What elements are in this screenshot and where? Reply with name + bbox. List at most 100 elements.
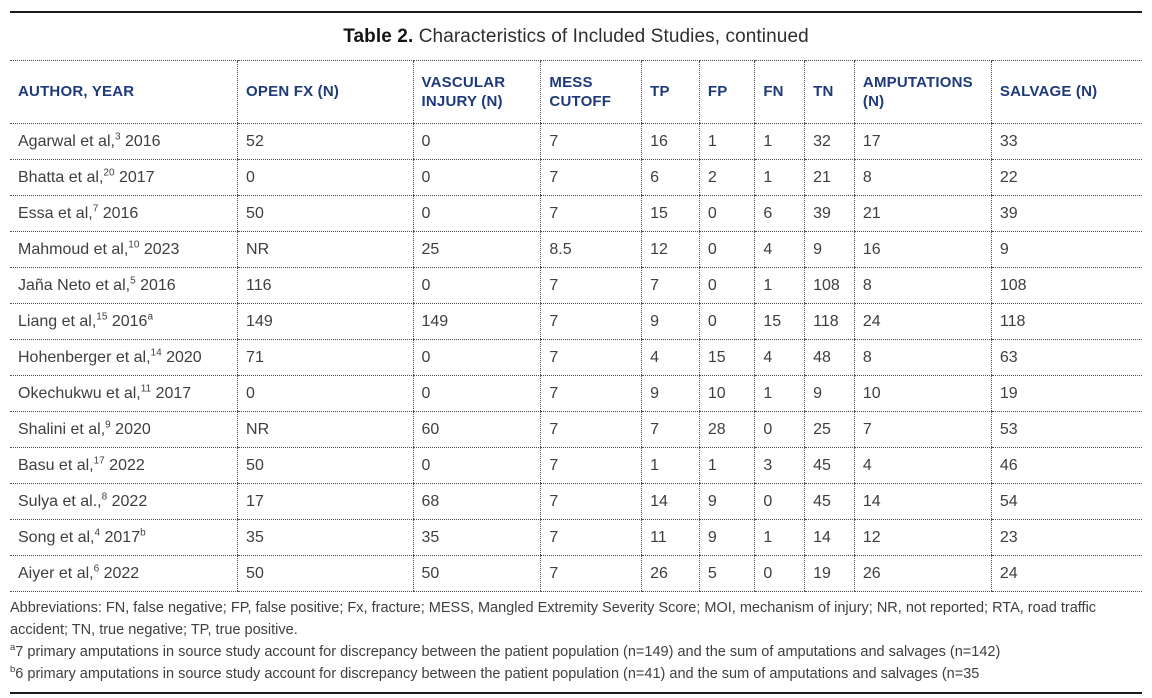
cell-amputations: 12 [853,519,992,556]
author-text: 2020 [161,348,202,366]
cell-vascular-injury: 149 [412,303,541,340]
author-text: Jaña Neto et al, [18,276,131,294]
cell-tp: 6 [641,159,700,196]
top-rule [10,11,1142,13]
author-superscript: 7 [92,203,99,215]
cell-salvage: 118 [990,303,1142,340]
cell-vascular-injury: 0 [412,159,541,196]
cell-vascular-injury: 0 [412,123,541,160]
cell-author-year: Song et al,4 2017b [10,519,238,556]
author-superscript: 11 [140,383,152,395]
cell-tn: 108 [804,267,855,304]
column-header-amputations: AMPUTATIONS (N) [853,60,992,124]
cell-author-year: Jaña Neto et al,5 2016 [10,267,238,304]
cell-vascular-injury: 0 [412,195,541,232]
cell-tp: 1 [641,447,700,484]
cell-salvage: 108 [990,267,1142,304]
cell-amputations: 7 [853,411,992,448]
cell-open-fx: 50 [237,447,413,484]
author-text: Mahmoud et al, [18,240,129,258]
author-text: Aiyer et al, [18,564,94,582]
table-row: Aiyer et al,6 2022 50 50 7 26 5 0 19 26 24 [10,555,1142,592]
author-text: Sulya et al., [18,492,102,510]
cell-fn: 0 [754,483,805,520]
author-superscript: 5 [130,275,136,287]
cell-fp: 5 [698,555,755,592]
cell-open-fx: NR [237,411,413,448]
cell-salvage: 39 [990,195,1142,232]
cell-salvage: 63 [990,339,1142,376]
author-text: 2022 [107,492,148,510]
cell-tp: 15 [641,195,700,232]
cell-vascular-injury: 0 [412,447,541,484]
cell-tp: 12 [641,231,700,268]
cell-mess-cutoff: 7 [540,375,642,412]
author-superscript: 6 [93,563,100,575]
cell-salvage: 19 [990,375,1142,412]
author-text: 2017 [100,528,141,546]
cell-fp: 28 [698,411,755,448]
cell-open-fx: 17 [237,483,413,520]
cell-fp: 0 [698,303,755,340]
author-text: 2016 [107,312,148,330]
cell-open-fx: NR [237,231,413,268]
table-row: Essa et al,7 2016 50 0 7 15 0 6 39 21 39 [10,195,1142,232]
author-text: Okechukwu et al, [18,384,141,402]
cell-fn: 1 [754,159,805,196]
cell-vascular-injury: 35 [412,519,541,556]
cell-tn: 21 [804,159,855,196]
cell-mess-cutoff: 7 [540,303,642,340]
paper-page: Table 2. Characteristics of Included Stu… [0,11,1152,698]
cell-author-year: Mahmoud et al,10 2023 [10,231,238,268]
cell-fn: 15 [754,303,805,340]
author-text: Hohenberger et al, [18,348,151,366]
cell-vascular-injury: 25 [412,231,541,268]
cell-salvage: 22 [990,159,1142,196]
cell-tn: 25 [804,411,855,448]
cell-fp: 10 [698,375,755,412]
cell-amputations: 26 [853,555,992,592]
author-text: Shalini et al, [18,420,106,438]
header-row: AUTHOR, YEAR OPEN FX (N) VASCULAR INJURY… [10,60,1142,124]
cell-tn: 14 [804,519,855,556]
cell-fp: 1 [698,123,755,160]
table-row: Okechukwu et al,11 2017 0 0 7 9 10 1 9 10 19 [10,375,1142,412]
cell-fp: 0 [698,195,755,232]
cell-amputations: 8 [853,267,992,304]
cell-mess-cutoff: 7 [540,195,642,232]
author-text: 2022 [99,564,140,582]
cell-tp: 7 [641,411,700,448]
table-row: Agarwal et al,3 2016 52 0 7 16 1 1 32 17 33 [10,123,1142,160]
cell-salvage: 9 [990,231,1142,268]
cell-author-year: Sulya et al.,8 2022 [10,483,238,520]
table-body: Agarwal et al,3 2016 52 0 7 16 1 1 32 17 33 Bhatta… [10,123,1142,592]
table-title: Table 2. Characteristics of Included Stu… [10,25,1142,49]
cell-open-fx: 35 [237,519,413,556]
table-row: Bhatta et al,20 2017 0 0 7 6 2 1 21 8 22 [10,159,1142,196]
column-header-tp: TP [641,60,700,124]
cell-salvage: 33 [990,123,1142,160]
footnote-text: 7 primary amputations in source study ac… [15,644,1001,660]
author-text: 2017 [151,384,192,402]
cell-mess-cutoff: 7 [540,411,642,448]
author-text: 2022 [104,456,145,474]
author-superscript: a [147,311,154,323]
cell-author-year: Aiyer et al,6 2022 [10,555,238,592]
cell-mess-cutoff: 8.5 [540,231,642,268]
cell-mess-cutoff: 7 [540,519,642,556]
cell-amputations: 10 [853,375,992,412]
footnote-marker: b [10,664,16,676]
cell-mess-cutoff: 7 [540,483,642,520]
cell-mess-cutoff: 7 [540,447,642,484]
cell-mess-cutoff: 7 [540,159,642,196]
footnote-text: Abbreviations: FN, false negative; FP, f… [10,600,1097,638]
cell-salvage: 24 [990,555,1142,592]
column-header-salvage: SALVAGE (N) [990,60,1142,124]
cell-tp: 14 [641,483,700,520]
column-header-tn: TN [804,60,855,124]
cell-tn: 32 [804,123,855,160]
table-row: Sulya et al.,8 2022 17 68 7 14 9 0 45 14 54 [10,483,1142,520]
cell-fn: 3 [754,447,805,484]
cell-tp: 4 [641,339,700,376]
table-row: Shalini et al,9 2020 NR 60 7 7 28 0 25 7 53 [10,411,1142,448]
